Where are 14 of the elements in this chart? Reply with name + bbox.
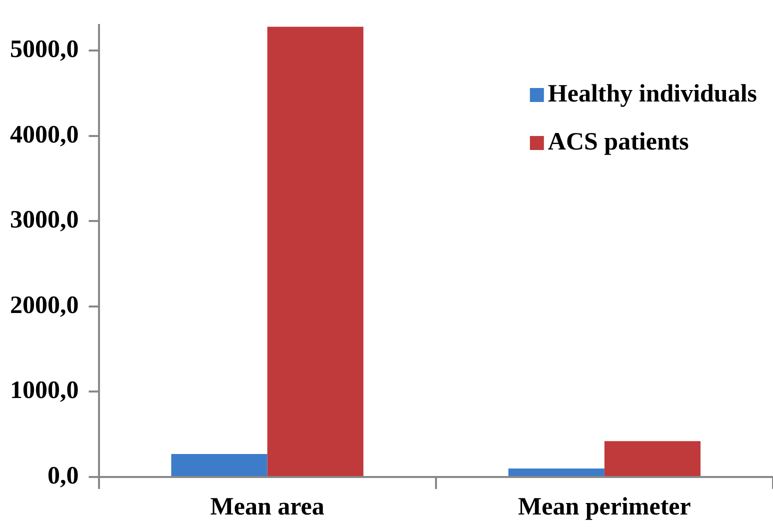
bar [267,26,364,476]
y-tick-label: 5000,0 [10,36,79,64]
y-tick-label: 0,0 [48,462,79,490]
y-tick-label: 4000,0 [10,121,79,148]
legend-label: ACS patients [548,128,690,156]
bar [604,441,701,476]
y-tick-label: 3000,0 [10,206,79,234]
legend-label: Healthy individuals [548,80,758,108]
y-tick-label: 2000,0 [10,292,79,319]
bar [508,468,604,476]
x-tick-label: Mean area [210,493,325,520]
y-tick-label: 1000,0 [10,377,79,404]
x-tick-label: Mean perimeter [518,493,691,520]
bar [171,454,268,476]
